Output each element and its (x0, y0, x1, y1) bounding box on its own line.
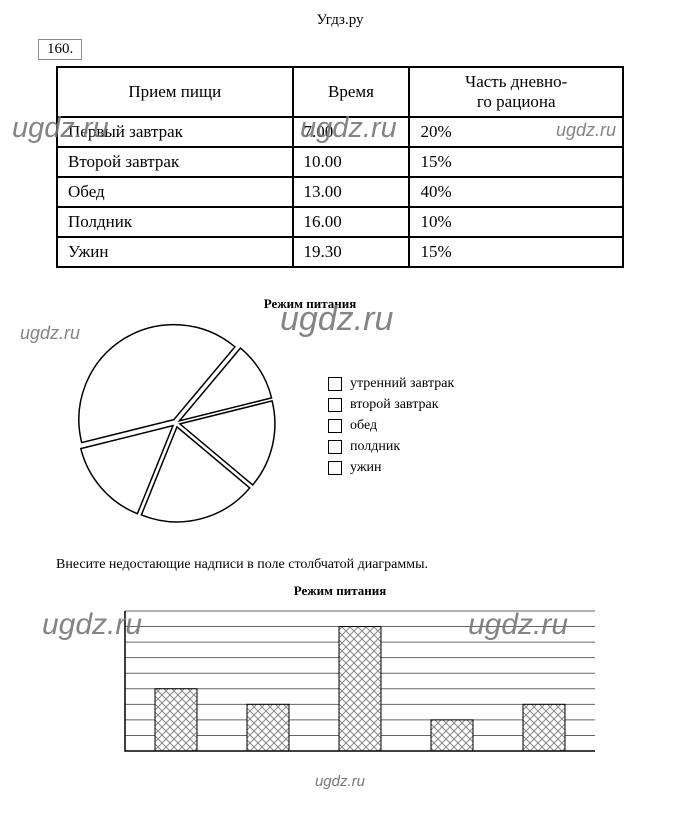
pie-title: Режим питания (0, 296, 624, 312)
table-cell: Полдник (57, 207, 293, 237)
bar-title: Режим питания (20, 583, 660, 599)
exercise-number-badge: 160. (38, 39, 82, 60)
legend-item: полдник (328, 439, 454, 455)
meal-table: Прием пищиВремяЧасть дневно-го рациона П… (56, 66, 624, 268)
table-cell: 10.00 (293, 147, 410, 177)
table-cell: 13.00 (293, 177, 410, 207)
table-row: Полдник16.0010% (57, 207, 623, 237)
table-cell: 20% (409, 117, 623, 147)
table-row: Обед13.0040% (57, 177, 623, 207)
bar (247, 704, 289, 751)
legend-swatch (328, 398, 342, 412)
legend-item: второй завтрак (328, 397, 454, 413)
table-cell: Первый завтрак (57, 117, 293, 147)
bar (155, 689, 197, 751)
footer-watermark: ugdz.ru (20, 773, 660, 790)
legend-item: обед (328, 418, 454, 434)
pie-legend: утренний завтрак второй завтрак обед полдни… (328, 371, 454, 481)
instruction-text: Внесите недостающие надписи в поле столб… (56, 557, 660, 573)
table-cell: 10% (409, 207, 623, 237)
table-cell: 7.00 (293, 117, 410, 147)
legend-swatch (328, 419, 342, 433)
table-cell: 16.00 (293, 207, 410, 237)
table-row: Второй завтрак10.0015% (57, 147, 623, 177)
bar (431, 720, 473, 751)
legend-label: обед (350, 418, 377, 434)
table-cell: Ужин (57, 237, 293, 267)
legend-label: утренний завтрак (350, 376, 454, 392)
bar (339, 627, 381, 751)
table-cell: Второй завтрак (57, 147, 293, 177)
meal-table-wrap: Прием пищиВремяЧасть дневно-го рациона П… (20, 66, 660, 268)
table-cell: 19.30 (293, 237, 410, 267)
bar-chart-wrap (20, 603, 660, 763)
table-cell: 40% (409, 177, 623, 207)
legend-swatch (328, 461, 342, 475)
legend-item: ужин (328, 460, 454, 476)
table-cell: 15% (409, 147, 623, 177)
legend-swatch (328, 440, 342, 454)
table-header: Прием пищи (57, 67, 293, 117)
page-header: Угдз.ру (20, 12, 660, 29)
legend-item: утренний завтрак (328, 376, 454, 392)
table-row: Ужин19.3015% (57, 237, 623, 267)
legend-label: полдник (350, 439, 400, 455)
pie-chart (66, 318, 296, 533)
legend-swatch (328, 377, 342, 391)
table-row: Первый завтрак7.0020% (57, 117, 623, 147)
bar (523, 704, 565, 751)
bar-chart (110, 603, 610, 763)
table-cell: 15% (409, 237, 623, 267)
table-cell: Обед (57, 177, 293, 207)
table-header: Часть дневно-го рациона (409, 67, 623, 117)
legend-label: второй завтрак (350, 397, 439, 413)
pie-section: Режим питания утренний завтраквторой зав… (20, 296, 660, 533)
table-header: Время (293, 67, 410, 117)
legend-label: ужин (350, 460, 381, 476)
